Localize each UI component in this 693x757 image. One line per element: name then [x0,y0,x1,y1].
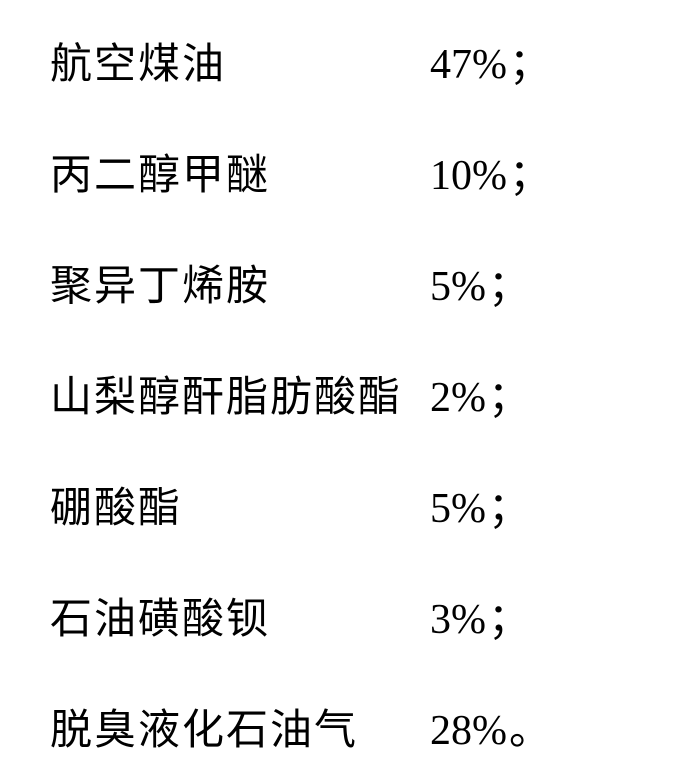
punctuation: ； [488,252,530,313]
ingredient-value: 28% [430,707,507,755]
ingredient-label: 脱臭液化石油气 [50,696,430,757]
ingredient-value: 5% [430,263,486,311]
ingredient-label: 山梨醇酐脂肪酸酯 [50,363,430,424]
punctuation: ； [509,141,551,202]
ingredient-label: 航空煤油 [50,30,430,91]
punctuation: ； [488,585,530,646]
table-row: 聚异丁烯胺 5% ； [50,252,643,313]
ingredient-value: 2% [430,374,486,422]
table-row: 脱臭液化石油气 28% 。 [50,696,643,757]
punctuation: ； [488,474,530,535]
ingredient-value: 47% [430,41,507,89]
value-container: 2% ； [430,363,530,424]
ingredient-label: 聚异丁烯胺 [50,252,430,313]
value-container: 47% ； [430,30,551,91]
value-container: 28% 。 [430,696,551,757]
value-container: 10% ； [430,141,551,202]
table-row: 丙二醇甲醚 10% ； [50,141,643,202]
ingredient-label: 丙二醇甲醚 [50,141,430,202]
table-row: 山梨醇酐脂肪酸酯 2% ； [50,363,643,424]
table-row: 硼酸酯 5% ； [50,474,643,535]
table-row: 航空煤油 47% ； [50,30,643,91]
punctuation: ； [509,30,551,91]
ingredient-value: 3% [430,596,486,644]
table-row: 石油磺酸钡 3% ； [50,585,643,646]
punctuation: 。 [509,696,551,757]
value-container: 3% ； [430,585,530,646]
value-container: 5% ； [430,474,530,535]
ingredient-value: 10% [430,152,507,200]
value-container: 5% ； [430,252,530,313]
ingredient-label: 石油磺酸钡 [50,585,430,646]
ingredient-value: 5% [430,485,486,533]
punctuation: ； [488,363,530,424]
ingredient-label: 硼酸酯 [50,474,430,535]
